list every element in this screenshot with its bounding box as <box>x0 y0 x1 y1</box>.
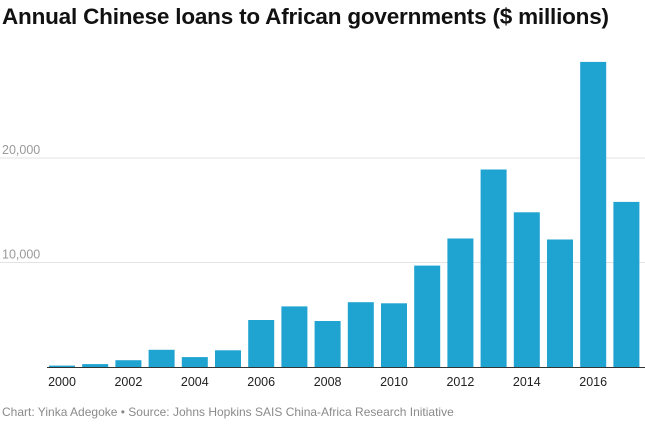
bar-2005 <box>215 350 241 367</box>
bar-2012 <box>447 238 474 367</box>
bar-2013 <box>480 169 507 367</box>
bar-2015 <box>547 239 573 367</box>
bar-2017 <box>613 201 640 367</box>
bar-2004 <box>181 357 208 367</box>
bar-2010 <box>381 303 407 367</box>
bars <box>49 61 640 368</box>
x-tick-label: 2004 <box>181 375 209 389</box>
bar-2014 <box>513 212 540 367</box>
bar-2011 <box>414 265 441 367</box>
bar-2008 <box>314 321 341 367</box>
bar-2006 <box>248 320 275 367</box>
x-tick-label: 2014 <box>513 375 541 389</box>
bar-2009 <box>347 302 374 367</box>
x-tick-label: 2002 <box>114 375 142 389</box>
chart-title: Annual Chinese loans to African governme… <box>2 4 609 29</box>
bar-2000 <box>49 365 75 368</box>
bar-2007 <box>281 306 308 367</box>
x-axis-ticks: 2000 2002 2004 2006 2008 2010 2012 2014 2016 <box>48 375 607 389</box>
x-tick-label: 2000 <box>48 375 76 389</box>
bar-2016 <box>580 61 607 368</box>
chart-credit: Chart: Yinka Adegoke • Source: Johns Hop… <box>2 405 454 419</box>
bar-2002 <box>115 360 142 367</box>
x-tick-label: 2012 <box>446 375 474 389</box>
bar-2003 <box>148 349 175 367</box>
bar-2001 <box>82 364 109 367</box>
x-tick-label: 2006 <box>247 375 275 389</box>
y-tick-label: 10,000 <box>2 248 40 262</box>
x-tick-label: 2016 <box>579 375 607 389</box>
x-tick-label: 2008 <box>314 375 342 389</box>
y-tick-label: 20,000 <box>2 143 40 157</box>
x-tick-label: 2010 <box>380 375 408 389</box>
